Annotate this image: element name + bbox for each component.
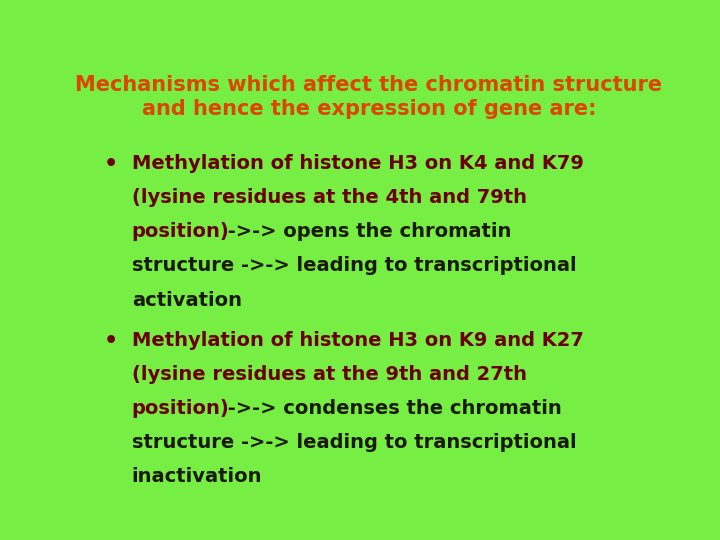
Text: Methylation of histone H3 on K4 and K79: Methylation of histone H3 on K4 and K79	[132, 154, 584, 173]
Text: •: •	[104, 154, 118, 174]
Text: Methylation of histone H3 on K9 and K27: Methylation of histone H3 on K9 and K27	[132, 331, 584, 350]
Text: activation: activation	[132, 291, 242, 309]
Text: inactivation: inactivation	[132, 467, 262, 487]
Text: structure ->-> leading to transcriptional: structure ->-> leading to transcriptiona…	[132, 256, 577, 275]
Text: ->-> opens the chromatin: ->-> opens the chromatin	[221, 222, 511, 241]
Text: (lysine residues at the 4th and 79th: (lysine residues at the 4th and 79th	[132, 188, 527, 207]
Text: position): position)	[132, 399, 230, 418]
Text: (lysine residues at the 9th and 27th: (lysine residues at the 9th and 27th	[132, 365, 527, 384]
Text: position): position)	[132, 222, 230, 241]
Text: Mechanisms which affect the chromatin structure
and hence the expression of gene: Mechanisms which affect the chromatin st…	[76, 75, 662, 119]
Text: •: •	[104, 331, 118, 351]
Text: ->-> condenses the chromatin: ->-> condenses the chromatin	[221, 399, 562, 418]
Text: structure ->-> leading to transcriptional: structure ->-> leading to transcriptiona…	[132, 433, 577, 452]
